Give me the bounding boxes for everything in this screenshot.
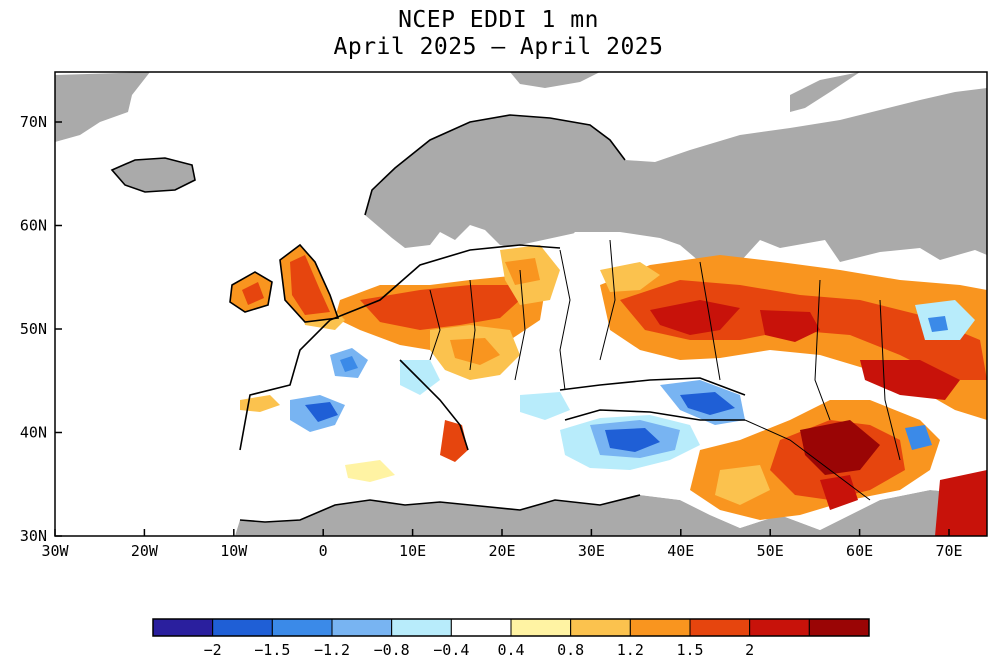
legend-swatch	[212, 618, 273, 637]
legend-label: 2	[745, 641, 754, 659]
lat-tick-label: 60N	[20, 217, 47, 235]
legend-swatch	[152, 618, 214, 637]
map-subtitle: April 2025 – April 2025	[333, 34, 664, 60]
legend-swatch	[391, 618, 452, 637]
lon-tick-label: 60E	[846, 542, 873, 560]
map-title: NCEP EDDI 1 mn	[398, 7, 599, 33]
lon-tick-label: 70E	[935, 542, 962, 560]
lon-tick-label: 50E	[757, 542, 784, 560]
legend-swatch	[808, 618, 870, 637]
legend-label: −1.2	[314, 641, 350, 659]
legend-frame	[152, 618, 870, 637]
lon-tick-label: 20W	[131, 542, 159, 560]
latitude-ticks: 30N 40N 50N 60N 70N	[20, 113, 62, 545]
legend-swatch	[450, 618, 512, 637]
lon-tick-label: 10E	[399, 542, 426, 560]
legend-label: 1.5	[676, 641, 703, 659]
legend-swatch	[570, 618, 631, 637]
lat-tick-label: 70N	[20, 113, 47, 131]
lat-tick-label: 40N	[20, 424, 47, 442]
legend-label: 1.2	[617, 641, 644, 659]
lat-tick-label: 50N	[20, 320, 47, 338]
legend-swatch	[749, 618, 810, 637]
map-frame	[54, 71, 988, 537]
legend-swatch	[510, 618, 572, 637]
legend-swatch	[689, 618, 751, 637]
legend-label: −0.8	[374, 641, 410, 659]
legend-swatch	[331, 618, 393, 637]
legend-label: −1.5	[254, 641, 290, 659]
lon-tick-label: 20E	[488, 542, 515, 560]
legend-swatch	[271, 618, 333, 637]
lon-tick-label: 30E	[578, 542, 605, 560]
lon-tick-label: 40E	[667, 542, 694, 560]
eddi-shading	[230, 232, 987, 536]
legend-label: −2	[204, 641, 222, 659]
legend-swatch	[629, 618, 691, 637]
coastlines	[110, 114, 746, 523]
lon-tick-label: 0	[319, 542, 328, 560]
longitude-ticks: 30W 20W 10W 0 10E 20E 30E 40E 50E 60E 70E	[41, 529, 963, 560]
legend-label: 0.4	[497, 641, 524, 659]
legend-label: −0.4	[433, 641, 469, 659]
lat-tick-label: 30N	[20, 527, 47, 545]
lon-tick-label: 10W	[220, 542, 248, 560]
country-borders	[429, 239, 901, 501]
lon-tick-label: 30W	[41, 542, 69, 560]
legend-label: 0.8	[557, 641, 584, 659]
